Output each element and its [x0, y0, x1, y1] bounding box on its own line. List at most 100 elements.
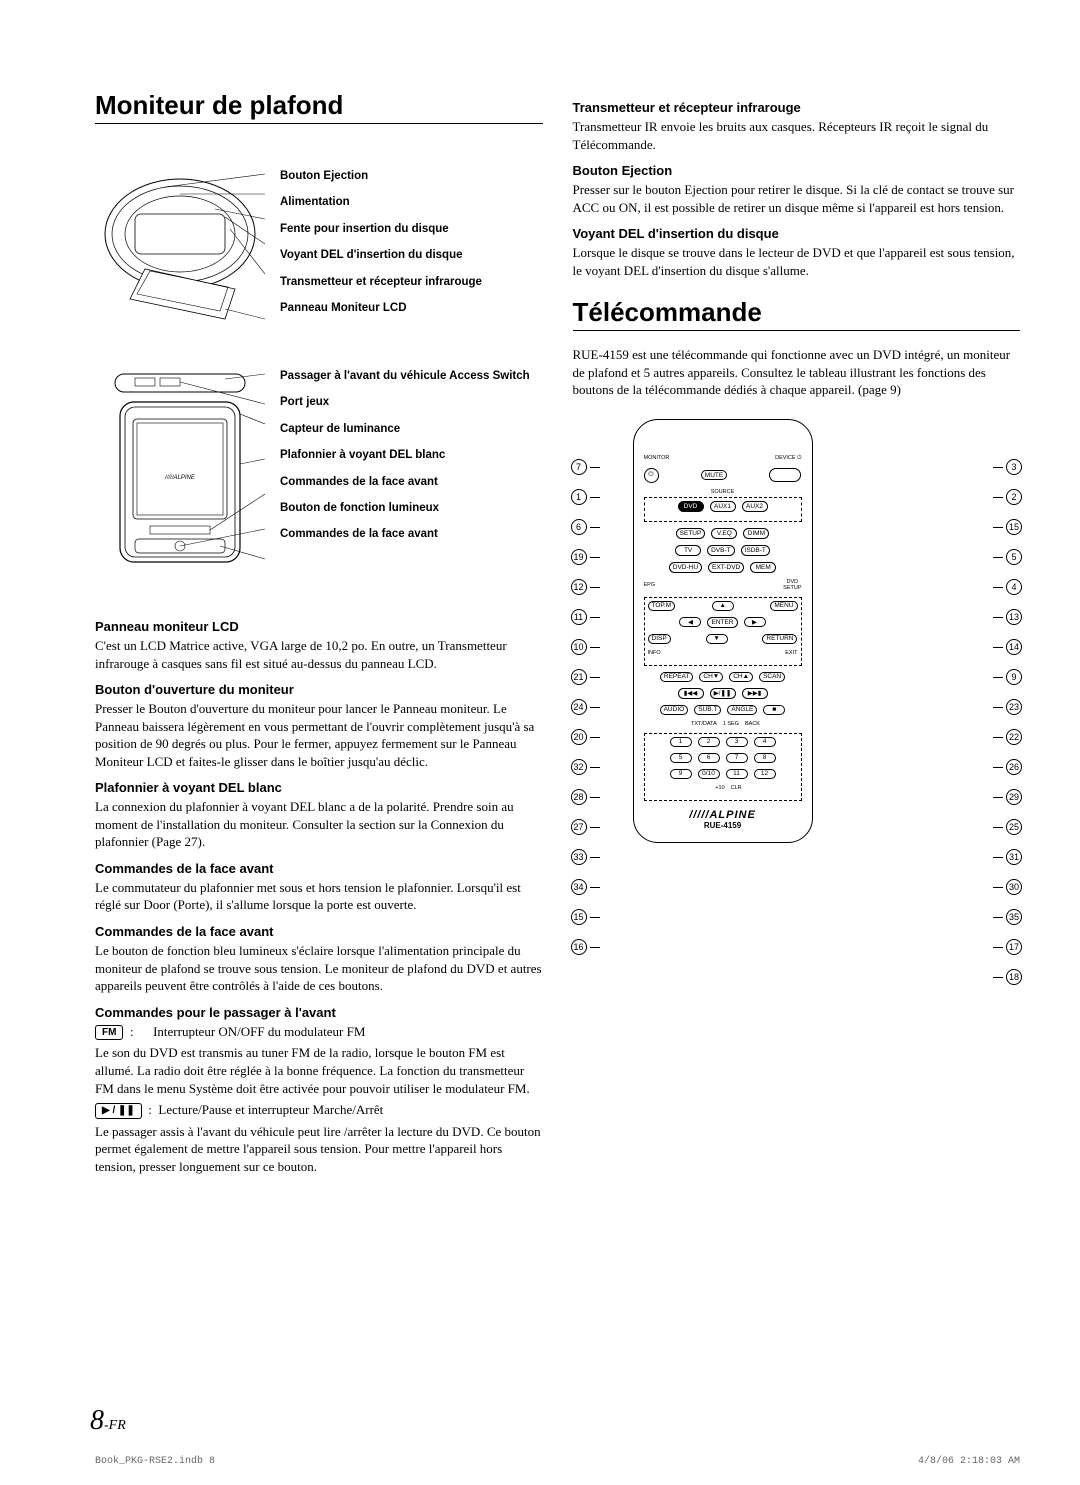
- extdvd-button[interactable]: EXT-DVD: [708, 562, 744, 573]
- right-column: Transmetteur et récepteur infrarougeTran…: [573, 90, 1021, 1179]
- callout-number: 28: [571, 789, 587, 805]
- callout: 27: [571, 819, 603, 835]
- scan-button[interactable]: SCAN: [759, 672, 785, 682]
- num-0[interactable]: 0/10: [698, 769, 720, 779]
- isdbt-button[interactable]: ISDB-T: [741, 545, 770, 556]
- callout: 20: [571, 729, 603, 745]
- enter-button[interactable]: ENTER: [707, 617, 737, 628]
- setup-button[interactable]: SETUP: [676, 528, 706, 539]
- topm-button[interactable]: TOP.M: [648, 601, 676, 611]
- callout-number: 4: [1006, 579, 1022, 595]
- callout: 25: [990, 819, 1022, 835]
- num-8[interactable]: 8: [754, 753, 776, 763]
- footer-left: Book_PKG-RSE2.indb 8: [95, 1456, 215, 1467]
- play-button-label: ▶ / ❚❚: [95, 1103, 142, 1119]
- heading-moniteur: Moniteur de plafond: [95, 90, 543, 124]
- prev-button[interactable]: ▮◀◀: [678, 688, 704, 699]
- num-11[interactable]: 11: [726, 769, 748, 779]
- d2-label-5: Bouton de fonction lumineux: [280, 501, 543, 515]
- dvdhu-button[interactable]: DVD-HU: [669, 562, 702, 573]
- chdown-button[interactable]: CH▼: [699, 672, 723, 682]
- d2-label-1: Port jeux: [280, 395, 543, 409]
- menu-button[interactable]: MENU: [770, 601, 797, 611]
- callout: 4: [990, 579, 1022, 595]
- num-2[interactable]: 2: [698, 737, 720, 747]
- callout-number: 34: [571, 879, 587, 895]
- play-line: ▶ / ❚❚ : Lecture/Pause et interrupteur M…: [95, 1101, 543, 1119]
- footer: Book_PKG-RSE2.indb 8 4/8/06 2:18:03 AM: [95, 1456, 1020, 1467]
- num-9[interactable]: 9: [670, 769, 692, 779]
- num-3[interactable]: 3: [726, 737, 748, 747]
- left-button[interactable]: ◀: [679, 617, 701, 627]
- num-12[interactable]: 12: [754, 769, 776, 779]
- num-5[interactable]: 5: [670, 753, 692, 763]
- fm-line: FM : Interrupteur ON/OFF du modulateur F…: [95, 1023, 543, 1041]
- callout: 24: [571, 699, 603, 715]
- next-button[interactable]: ▶▶▮: [742, 688, 768, 699]
- callout-number: 15: [571, 909, 587, 925]
- aux1-button[interactable]: AUX1: [710, 501, 736, 512]
- stop-button[interactable]: ■: [763, 705, 785, 715]
- mute-button[interactable]: MUTE: [701, 470, 727, 480]
- subt-button[interactable]: SUB.T: [694, 705, 721, 715]
- num-7[interactable]: 7: [726, 753, 748, 763]
- alpine-logo: /////ALPINE: [644, 809, 802, 821]
- audio-button[interactable]: AUDIO: [660, 705, 689, 715]
- down-button[interactable]: ▼: [706, 634, 728, 644]
- callout-number: 32: [571, 759, 587, 775]
- callout-number: 6: [571, 519, 587, 535]
- callout-number: 19: [571, 549, 587, 565]
- chup-button[interactable]: CH▲: [729, 672, 753, 682]
- power-button[interactable]: ⏻: [644, 468, 659, 483]
- callout-number: 9: [1006, 669, 1022, 685]
- section-heading: Transmetteur et récepteur infrarouge: [573, 100, 1021, 115]
- num-4[interactable]: 4: [754, 737, 776, 747]
- callout: 32: [571, 759, 603, 775]
- callout: 16: [571, 939, 603, 955]
- d2-label-4: Commandes de la face avant: [280, 475, 543, 489]
- callout: 26: [990, 759, 1022, 775]
- callout-number: 12: [571, 579, 587, 595]
- diagram-lcd-panel: /////ALPINE Passager à l'avant du véhicu…: [95, 364, 543, 594]
- play-desc: Lecture/Pause et interrupteur Marche/Arr…: [158, 1102, 383, 1117]
- callout: 5: [990, 549, 1022, 565]
- remote-diagram: 7161912111021242032282733341516 MONITORD…: [573, 419, 1021, 988]
- svg-text://///ALPINE: /////ALPINE: [164, 475, 196, 481]
- left-column: Moniteur de plafond Bouton Ejection Alim…: [95, 90, 543, 1179]
- tv-button[interactable]: TV: [675, 545, 701, 556]
- return-button[interactable]: RETURN: [762, 634, 797, 644]
- callout-number: 31: [1006, 849, 1022, 865]
- d2-label-6: Commandes de la face avant: [280, 527, 543, 541]
- right-button[interactable]: ▶: [744, 617, 766, 627]
- dimm-button[interactable]: DIMM: [743, 528, 769, 539]
- leader-lines-right-svg: [813, 419, 843, 959]
- num-6[interactable]: 6: [698, 753, 720, 763]
- model-label: RUE-4159: [644, 821, 802, 830]
- callout: 21: [571, 669, 603, 685]
- callout-number: 7: [571, 459, 587, 475]
- repeat-button[interactable]: REPEAT: [660, 672, 694, 682]
- d2-label-2: Capteur de luminance: [280, 422, 543, 436]
- section-heading: Panneau moniteur LCD: [95, 619, 543, 634]
- dvd-button[interactable]: DVD: [678, 501, 704, 512]
- mem-button[interactable]: MEM: [750, 562, 776, 573]
- angle-button[interactable]: ANGLE: [727, 705, 757, 715]
- playpause-button[interactable]: ▶/❚❚: [710, 688, 736, 699]
- up-button[interactable]: ▲: [712, 601, 734, 611]
- leader-lines-left-svg: [603, 419, 633, 959]
- callout: 2: [990, 489, 1022, 505]
- device-button[interactable]: [769, 468, 801, 482]
- dvbt-button[interactable]: DVB-T: [707, 545, 735, 556]
- callout-number: 22: [1006, 729, 1022, 745]
- callout: 34: [571, 879, 603, 895]
- veq-button[interactable]: V.EQ: [711, 528, 737, 539]
- callout-number: 24: [571, 699, 587, 715]
- aux2-button[interactable]: AUX2: [742, 501, 768, 512]
- num-1[interactable]: 1: [670, 737, 692, 747]
- callout-number: 17: [1006, 939, 1022, 955]
- section-body: Presser sur le bouton Ejection pour reti…: [573, 181, 1021, 216]
- disp-button[interactable]: DISP: [648, 634, 671, 644]
- callout-number: 30: [1006, 879, 1022, 895]
- callout-number: 2: [1006, 489, 1022, 505]
- callout: 3: [990, 459, 1022, 475]
